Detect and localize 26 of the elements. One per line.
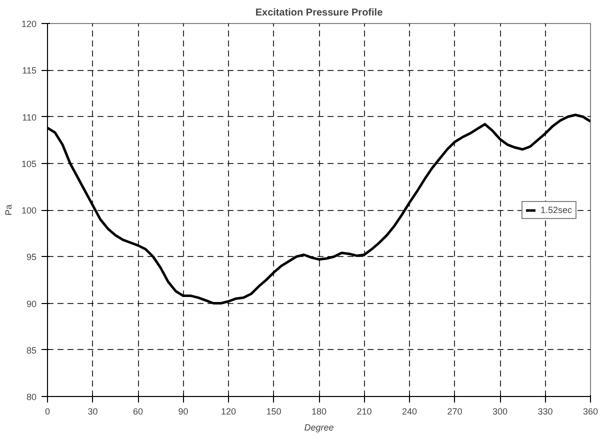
y-tick-label: 105 xyxy=(21,158,37,169)
x-tick-label: 360 xyxy=(582,406,598,416)
chart-title: Excitation Pressure Profile xyxy=(255,8,384,18)
x-tick-label: 210 xyxy=(356,406,372,416)
x-axis-title: Degree xyxy=(304,422,334,432)
x-tick-label: 270 xyxy=(447,406,462,416)
x-tick-label: 330 xyxy=(538,406,553,416)
x-tick-label: 60 xyxy=(132,406,144,416)
y-axis-title: Pa xyxy=(3,204,14,216)
legend-label: 1.52sec xyxy=(540,204,572,214)
x-tick-label: 240 xyxy=(402,406,418,416)
x-tick-label: 150 xyxy=(266,406,282,416)
x-tick-label: 180 xyxy=(311,406,327,416)
x-tick-label: 90 xyxy=(178,406,188,416)
x-tick-label: 120 xyxy=(220,406,236,416)
y-tick-label: 95 xyxy=(26,252,37,262)
x-tick-label: 30 xyxy=(88,406,98,416)
y-tick-label: 85 xyxy=(26,345,37,356)
y-tick-label: 120 xyxy=(21,19,37,29)
y-tick-label: 100 xyxy=(21,206,37,216)
x-tick-label: 0 xyxy=(44,406,50,416)
y-tick-label: 80 xyxy=(26,392,37,402)
y-tick-label: 110 xyxy=(22,112,37,122)
y-tick-label: 90 xyxy=(26,298,37,309)
x-tick-label: 300 xyxy=(492,406,508,416)
y-tick-label: 115 xyxy=(22,66,37,76)
